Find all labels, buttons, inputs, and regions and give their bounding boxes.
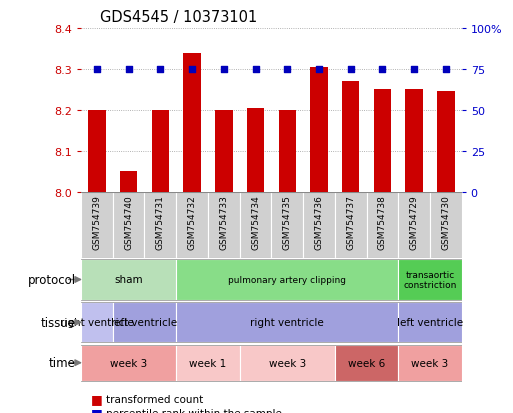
Bar [398, 259, 462, 300]
Text: GSM754740: GSM754740 [124, 195, 133, 249]
Point [251, 66, 260, 73]
Point [378, 66, 386, 73]
Text: GSM754739: GSM754739 [92, 195, 102, 249]
Text: tissue: tissue [41, 316, 76, 329]
Text: pulmonary artery clipping: pulmonary artery clipping [228, 275, 346, 284]
Bar [208, 192, 240, 258]
Text: week 1: week 1 [189, 358, 227, 368]
Text: GSM754738: GSM754738 [378, 195, 387, 249]
Bar [81, 259, 176, 300]
Bar [279, 111, 296, 192]
Bar [405, 90, 423, 192]
Text: week 3: week 3 [411, 358, 448, 368]
Text: transaortic
constriction: transaortic constriction [403, 270, 457, 290]
Text: GSM754731: GSM754731 [156, 195, 165, 249]
Bar [240, 345, 335, 381]
Text: GSM754732: GSM754732 [188, 195, 196, 249]
Text: GSM754730: GSM754730 [441, 195, 450, 249]
Text: GSM754737: GSM754737 [346, 195, 355, 249]
Bar [335, 192, 366, 258]
Point [283, 66, 291, 73]
Bar [183, 53, 201, 192]
Text: sham: sham [114, 275, 143, 285]
Bar [176, 192, 208, 258]
Text: right ventricle: right ventricle [60, 318, 134, 328]
Bar [215, 111, 232, 192]
Bar [176, 345, 240, 381]
Text: ■: ■ [91, 392, 103, 405]
Bar [303, 192, 335, 258]
Bar [113, 192, 145, 258]
Point [188, 66, 196, 73]
Bar [240, 192, 271, 258]
Bar [145, 192, 176, 258]
Bar [81, 345, 176, 381]
Text: GSM754734: GSM754734 [251, 195, 260, 249]
Text: left ventricle: left ventricle [111, 318, 177, 328]
Text: GSM754729: GSM754729 [409, 195, 419, 249]
Bar [342, 82, 360, 192]
Text: left ventricle: left ventricle [397, 318, 463, 328]
Bar [398, 192, 430, 258]
Bar [373, 90, 391, 192]
Bar [120, 172, 137, 192]
Point [93, 66, 101, 73]
Bar [81, 303, 113, 342]
Bar [437, 92, 455, 192]
Bar [247, 109, 264, 192]
Text: time: time [49, 356, 76, 369]
Text: week 3: week 3 [110, 358, 147, 368]
Point [156, 66, 165, 73]
Point [220, 66, 228, 73]
Bar [81, 192, 113, 258]
Text: week 6: week 6 [348, 358, 385, 368]
Text: GSM754733: GSM754733 [219, 195, 228, 249]
Bar [271, 192, 303, 258]
Point [315, 66, 323, 73]
Point [125, 66, 133, 73]
Text: right ventricle: right ventricle [250, 318, 324, 328]
Text: transformed count: transformed count [106, 394, 203, 404]
Bar [335, 345, 398, 381]
Bar [398, 345, 462, 381]
Text: protocol: protocol [28, 273, 76, 286]
Text: GSM754735: GSM754735 [283, 195, 292, 249]
Text: ■: ■ [91, 406, 103, 413]
Point [410, 66, 418, 73]
Bar [398, 303, 462, 342]
Bar [152, 111, 169, 192]
Text: GDS4545 / 10373101: GDS4545 / 10373101 [100, 10, 258, 25]
Bar [176, 259, 398, 300]
Bar [113, 303, 176, 342]
Bar [366, 192, 398, 258]
Bar [88, 111, 106, 192]
Point [347, 66, 355, 73]
Point [442, 66, 450, 73]
Text: week 3: week 3 [269, 358, 306, 368]
Bar [176, 303, 398, 342]
Text: percentile rank within the sample: percentile rank within the sample [106, 408, 282, 413]
Bar [430, 192, 462, 258]
Text: GSM754736: GSM754736 [314, 195, 324, 249]
Bar [310, 68, 328, 192]
